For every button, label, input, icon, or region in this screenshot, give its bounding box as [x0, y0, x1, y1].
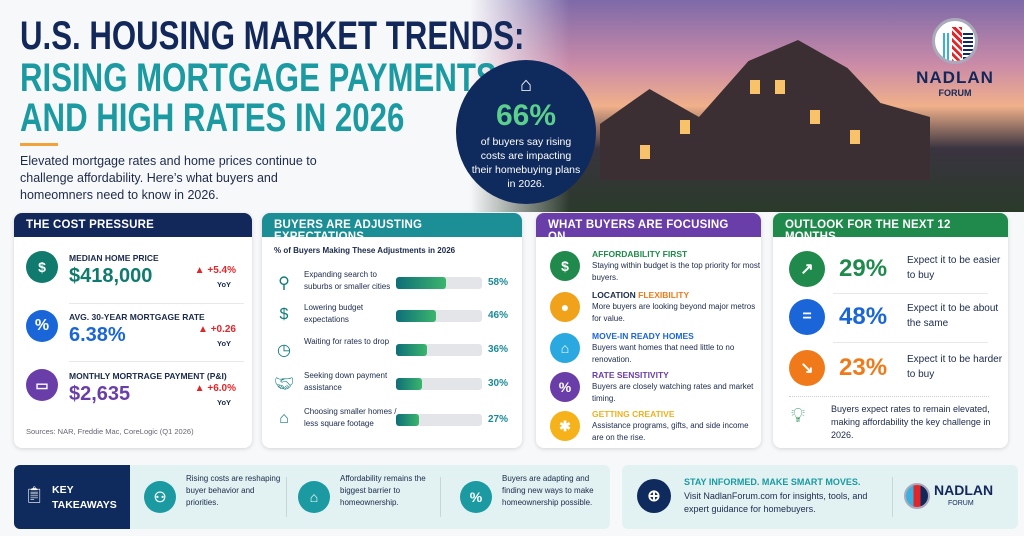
people-icon: ⚇ — [144, 481, 176, 513]
focus-item: ✱ GETTING CREATIVE Assistance programs, gi… — [550, 409, 760, 448]
sources-note: Sources: NAR, Freddie Mac, CoreLogic (Q1… — [26, 427, 194, 436]
globe-icon: ⊕ — [637, 479, 671, 513]
bar-row: 🤝︎ Seeking down payment assistance 30% — [274, 371, 509, 393]
bar — [396, 344, 427, 356]
key-takeaways-label: 📋︎ KEY TAKEAWAYS — [14, 465, 130, 529]
intro-text: Elevated mortgage rates and home prices … — [20, 154, 317, 202]
clipboard-icon: 📋︎ — [24, 487, 45, 504]
focusing-on-card: WHAT BUYERS ARE FOCUSING ON $ AFFORDABILI… — [536, 213, 761, 448]
metric-label: AVG. 30-YEAR MORTGAGE RATE — [69, 312, 205, 322]
lightbulb-icon: 💡︎ — [791, 405, 805, 427]
callout-text: of buyers say rising costs are impacting… — [471, 136, 581, 190]
focus-item: % RATE SENSITIVITY Buyers are closely watc… — [550, 370, 760, 410]
percent-icon: % — [460, 481, 492, 513]
percent-icon: % — [26, 310, 58, 342]
metric-value: $2,635 — [69, 383, 131, 405]
focus-item: ⌂ MOVE-IN READY HOMES Buyers want homes th… — [550, 331, 760, 371]
outlook-note: Buyers expect rates to remain elevated, … — [831, 404, 991, 440]
house-icon: ⌂ — [519, 74, 533, 96]
card-header: OUTLOOK FOR THE NEXT 12 MONTHS — [773, 213, 1008, 243]
outlook-card: OUTLOOK FOR THE NEXT 12 MONTHS ↗ 29% Expec… — [773, 213, 1008, 448]
bar-row: ⚲ Expanding search to suburbs or smaller … — [274, 269, 510, 299]
divider — [69, 303, 244, 304]
divider — [69, 361, 244, 362]
bar — [396, 310, 436, 322]
nadlan-logo: NADLAN FORUM — [905, 18, 1005, 98]
house-icon: ⌂ — [279, 410, 289, 427]
metric-period: YoY — [217, 339, 232, 348]
metric-change: ▲ +5.4% — [194, 265, 236, 276]
takeaway: % Buyers are adapting and finding new way… — [460, 473, 600, 523]
chart-down-icon: ↘ — [789, 350, 825, 386]
cta-band: ⊕ STAY INFORMED. MAKE SMART MOVES. Visit… — [622, 465, 1018, 529]
bar — [396, 378, 422, 390]
accent-rule — [20, 143, 58, 146]
card-header: BUYERS ARE ADJUSTING EXPECTATIONS — [262, 213, 522, 243]
cta-link-text[interactable]: Visit NadlanForum.com for insights, tool… — [684, 491, 868, 514]
bar-row: ⌂ Choosing smaller homes / less square fo… — [274, 406, 510, 436]
location-pin-icon: ● — [550, 292, 580, 322]
metric-change: ▲ +0.26 — [198, 324, 236, 335]
chart-up-icon: ↗ — [789, 251, 825, 287]
bar-row: ◷ Waiting for rates to drop 36% — [274, 336, 510, 366]
clock-icon: ◷ — [277, 342, 291, 359]
adjusting-expectations-card: BUYERS ARE ADJUSTING EXPECTATIONS % of B… — [262, 213, 522, 448]
page-subtitle: RISING MORTGAGE PAYMENTS AND HIGH RATES I… — [20, 56, 497, 140]
house-icon: ⌂ — [550, 333, 580, 363]
cost-pressure-card: THE COST PRESSURE $ MEDIAN HOME PRICE $4… — [14, 213, 252, 448]
logo-buildings-icon — [904, 483, 930, 509]
metric-change: ▲ +6.0% — [194, 383, 236, 394]
bar-row: $ Lowering budget expectations 46% — [274, 302, 510, 332]
equals-icon: = — [789, 299, 825, 335]
card-header: WHAT BUYERS ARE FOCUSING ON — [536, 213, 761, 243]
divider — [833, 293, 988, 294]
logo-buildings-icon — [932, 18, 978, 64]
outlook-item: = 48% Expect it to be about the same — [789, 299, 999, 339]
outlook-item: ↗ 29% Expect it to be easier to buy — [789, 251, 1000, 291]
metric-label: MEDIAN HOME PRICE — [69, 253, 159, 263]
bar — [396, 277, 446, 289]
search-icon: ⚲ — [278, 275, 290, 292]
dollar-icon: $ — [279, 306, 289, 323]
takeaway: ⚇ Rising costs are reshaping buyer behavi… — [144, 473, 284, 523]
metric-value: 6.38% — [69, 324, 126, 346]
page-title: U.S. HOUSING MARKET TRENDS: — [20, 14, 525, 58]
outlook-item: ↘ 23% Expect it to be harder to buy — [789, 350, 1002, 390]
handshake-icon: 🤝︎ — [274, 376, 295, 393]
dollar-cycle-icon: $ — [550, 251, 580, 281]
chart-subtitle: % of Buyers Making These Adjustments in … — [274, 246, 456, 255]
focus-item: $ AFFORDABILITY FIRST Staying within budge… — [550, 249, 760, 289]
bar — [396, 414, 420, 426]
divider — [833, 342, 988, 343]
takeaway: ⌂ Affordability remains the biggest barri… — [298, 473, 438, 523]
focus-item: ● LOCATION FLEXIBILITY More buyers are loo… — [550, 290, 760, 330]
metric-label: MONTHLY MORTRAGE PAYMENT (P&I) — [69, 371, 227, 381]
card-header: THE COST PRESSURE — [14, 213, 252, 237]
wallet-icon: ▭ — [26, 369, 58, 401]
metric-period: YoY — [217, 398, 232, 407]
house-dollar-icon: $ — [26, 251, 58, 283]
percent-icon: % — [550, 372, 580, 402]
lightbulb-icon: ✱ — [550, 411, 580, 441]
callout-circle: ⌂ 66% of buyers say rising costs are imp… — [456, 60, 596, 204]
metric-value: $418,000 — [69, 265, 153, 287]
callout-value: 66% — [495, 99, 557, 132]
divider — [789, 396, 989, 397]
metric-period: YoY — [217, 280, 232, 289]
house-icon: ⌂ — [298, 481, 330, 513]
cta-title: STAY INFORMED. MAKE SMART MOVES. — [684, 477, 861, 487]
